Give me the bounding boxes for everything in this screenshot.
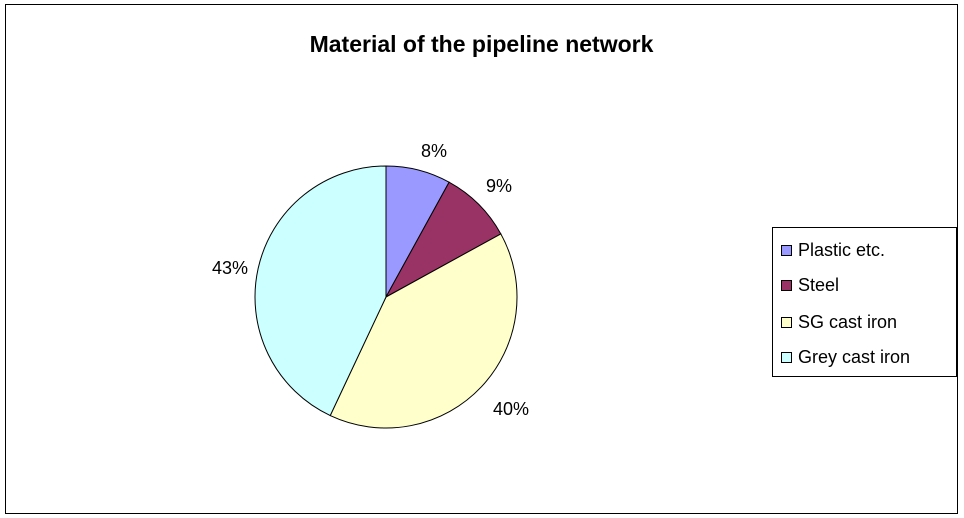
- legend-item-grey-cast-iron: Grey cast iron: [781, 342, 910, 372]
- data-label-plastic: 8%: [421, 141, 447, 161]
- legend-swatch-sg-cast-iron: [781, 316, 792, 328]
- data-label-steel: 9%: [486, 176, 512, 196]
- legend-label-plastic: Plastic etc.: [798, 239, 886, 260]
- legend-item-sg-cast-iron: SG cast iron: [781, 307, 897, 337]
- legend-swatch-grey-cast-iron: [781, 351, 792, 363]
- legend: Plastic etc. Steel SG cast iron Grey cas…: [772, 227, 957, 377]
- chart-area: Material of the pipeline network 8% 9% 40%…: [5, 4, 958, 514]
- legend-label-sg-cast-iron: SG cast iron: [798, 311, 898, 332]
- legend-swatch-steel: [781, 279, 792, 291]
- legend-label-grey-cast-iron: Grey cast iron: [798, 346, 911, 367]
- legend-item-steel: Steel: [781, 270, 839, 300]
- pie-slice-sg-cast-iron: [329, 233, 518, 429]
- data-label-grey-cast-iron: 43%: [212, 258, 248, 278]
- data-label-sg-cast-iron: 40%: [493, 399, 529, 419]
- legend-item-plastic: Plastic etc.: [781, 235, 885, 265]
- pie-chart: 8% 9% 40% 43%: [212, 141, 529, 429]
- pie-slice-grey-cast-iron: [254, 165, 387, 417]
- chart-title: Material of the pipeline network: [309, 31, 654, 57]
- legend-label-steel: Steel: [798, 274, 840, 295]
- legend-swatch-plastic: [781, 244, 792, 256]
